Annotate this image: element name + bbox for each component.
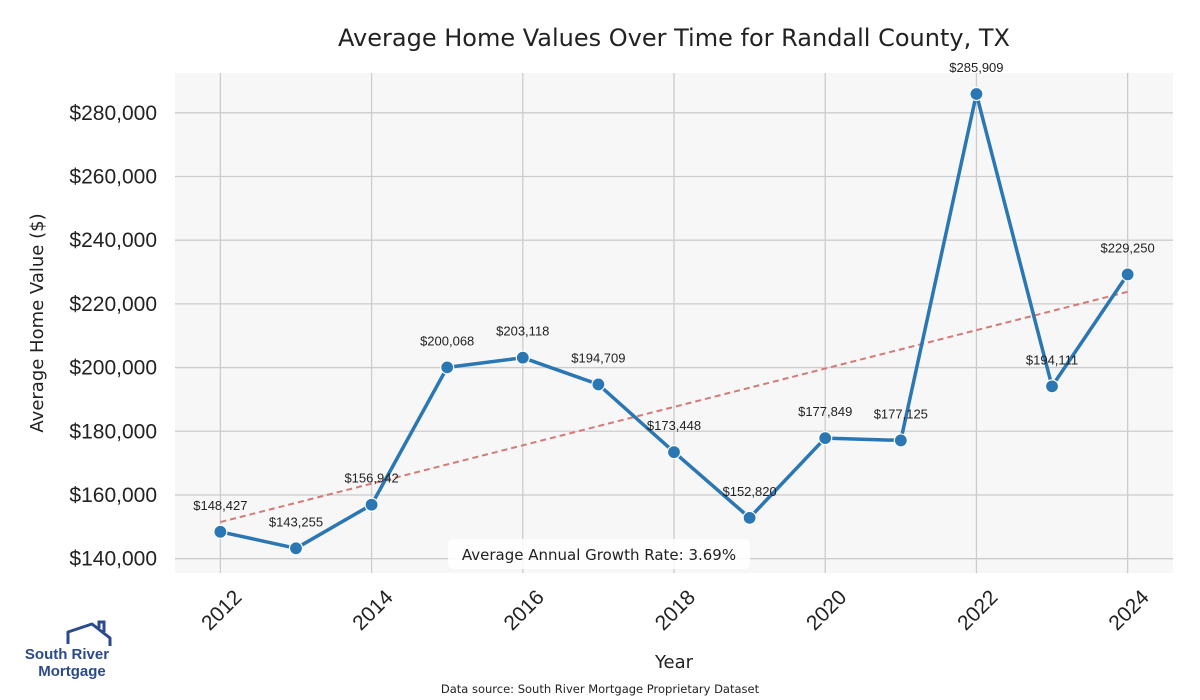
x-axis-ticks: 2012 2014 2016 2018 2020 2022 2024: [197, 586, 1154, 636]
y-axis-ticks: $140,000 $160,000 $180,000 $200,000 $220,000…: [69, 102, 157, 571]
data-label: $148,427: [193, 498, 247, 513]
x-tick-label: 2018: [651, 586, 700, 635]
data-label: $200,068: [420, 333, 474, 348]
house-roof-icon: [66, 622, 112, 646]
data-label: $194,709: [571, 350, 625, 365]
logo-line-1: South River: [25, 646, 109, 663]
data-label: $194,111: [1026, 352, 1078, 367]
y-tick-label: $160,000: [69, 484, 157, 507]
data-point: [1120, 267, 1135, 282]
data-label: $143,255: [269, 514, 323, 529]
trend-line: [220, 290, 1128, 524]
data-label: $177,125: [874, 406, 928, 421]
data-point: [742, 510, 757, 525]
data-label: $177,849: [798, 404, 852, 419]
grid-lines: [175, 73, 1173, 573]
y-tick-label: $200,000: [69, 357, 157, 380]
x-tick-label: 2022: [953, 586, 1002, 635]
data-point: [1044, 379, 1060, 394]
y-tick-label: $180,000: [69, 420, 157, 443]
x-tick-label: 2014: [348, 586, 398, 636]
x-axis-label: Year: [654, 652, 694, 673]
chart-title: Average Home Values Over Time for Randal…: [338, 24, 1010, 52]
data-point: [213, 524, 228, 539]
data-label: $229,250: [1101, 240, 1155, 255]
data-point: [893, 433, 908, 448]
growth-rate-annotation: Average Annual Growth Rate: 3.69%: [448, 539, 750, 569]
data-source-note: Data source: South River Mortgage Propri…: [441, 682, 760, 696]
y-tick-label: $260,000: [69, 166, 157, 189]
data-label: $203,118: [496, 324, 549, 339]
x-tick-label: 2020: [802, 586, 851, 635]
company-logo: South River Mortgage: [25, 620, 112, 680]
series-layer: [213, 86, 1135, 556]
trend-layer: [220, 290, 1128, 524]
data-label: $173,448: [647, 418, 701, 433]
chimney-icon: [97, 620, 106, 632]
x-tick-label: 2016: [500, 586, 549, 635]
growth-rate-text: Average Annual Growth Rate: 3.69%: [462, 546, 736, 564]
data-point: [969, 86, 984, 102]
x-tick-label: 2012: [197, 586, 246, 635]
data-point: [666, 445, 682, 460]
data-point: [440, 360, 455, 375]
data-point: [288, 541, 304, 556]
x-tick-label: 2024: [1104, 586, 1154, 636]
data-point: [364, 497, 379, 512]
y-axis-label: Average Home Value ($): [27, 213, 48, 432]
data-label: $285,909: [949, 60, 1003, 75]
data-label: $152,820: [722, 484, 776, 499]
data-point: [818, 431, 833, 446]
logo-line-2: Mortgage: [38, 663, 106, 680]
y-tick-label: $240,000: [69, 229, 157, 252]
data-point: [515, 350, 530, 365]
y-tick-label: $280,000: [69, 102, 157, 125]
y-tick-label: $220,000: [69, 293, 157, 316]
data-labels: $148,427 $143,255 $156,942 $200,068 $203,118…: [193, 60, 1155, 529]
data-label: $156,942: [344, 471, 398, 486]
growth-rate-box: [448, 539, 750, 569]
y-tick-label: $140,000: [69, 548, 157, 571]
data-point: [591, 377, 606, 392]
